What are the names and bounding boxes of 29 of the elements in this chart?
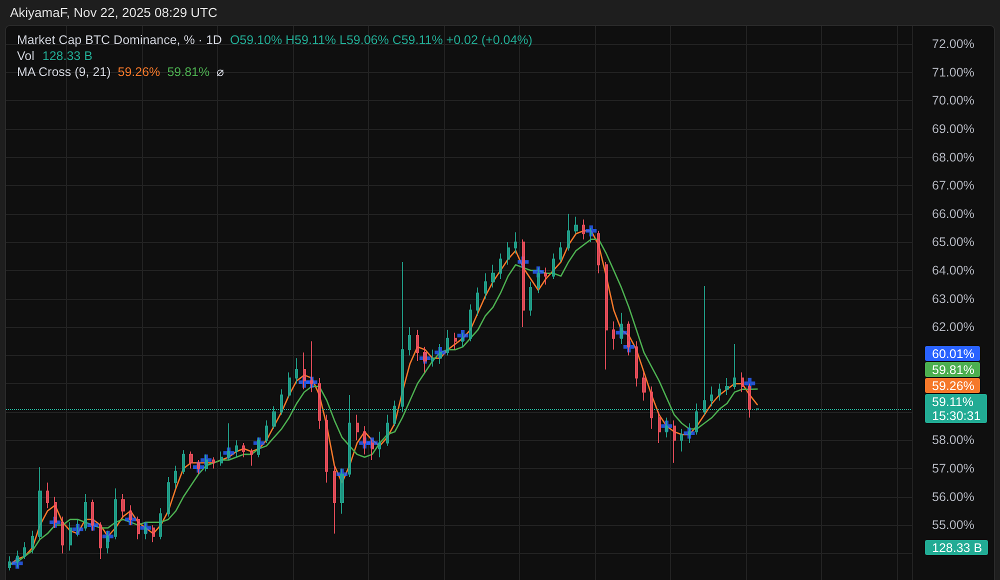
text: 59.81% <box>932 363 974 378</box>
annotation: ⌀ <box>216 65 225 79</box>
y-tick-label: 65.00% <box>932 235 974 250</box>
annotation: MA Cross (9, 21) <box>17 65 111 79</box>
annotation: 128.33 B <box>42 49 92 63</box>
y-tick-label: 67.00% <box>932 178 974 193</box>
annotation: 59.26% <box>118 65 160 79</box>
text: 60.01% <box>925 346 980 362</box>
y-tick-label: 55.00% <box>932 518 974 532</box>
y-tick-label: 66.00% <box>932 206 974 221</box>
y-tick-label: 71.00% <box>932 65 974 80</box>
y-tick-label: 62.00% <box>932 320 974 334</box>
text: Market Cap BTC Dominance, % · 1D <box>17 33 222 47</box>
y-tick-label: 64.00% <box>932 263 974 278</box>
annotation: Vol <box>17 49 34 63</box>
text: 59.26% <box>932 379 974 394</box>
annotation: 59.81% <box>167 65 210 79</box>
annotation: O59.10% H59.11% L59.06% C59.11% +0.02 (+0.04%) <box>230 33 532 47</box>
text: 128.33 B <box>932 541 982 555</box>
y-tick-label: 69.00% <box>932 122 974 136</box>
y-tick-label: 72.00% <box>932 37 974 52</box>
y-tick-label: 58.00% <box>932 433 974 448</box>
y-tick-label: 70.00% <box>932 94 974 108</box>
y-tick-label: 63.00% <box>932 292 974 306</box>
y-tick-label: 57.00% <box>932 462 974 476</box>
text: AkiyamaF, Nov 22, 2025 08:29 UTC <box>10 5 218 20</box>
y-tick-label: 68.00% <box>932 150 974 164</box>
ref-line-label: 59.11% 15:30:31 <box>925 394 987 424</box>
y-tick-label: 56.00% <box>932 490 974 504</box>
